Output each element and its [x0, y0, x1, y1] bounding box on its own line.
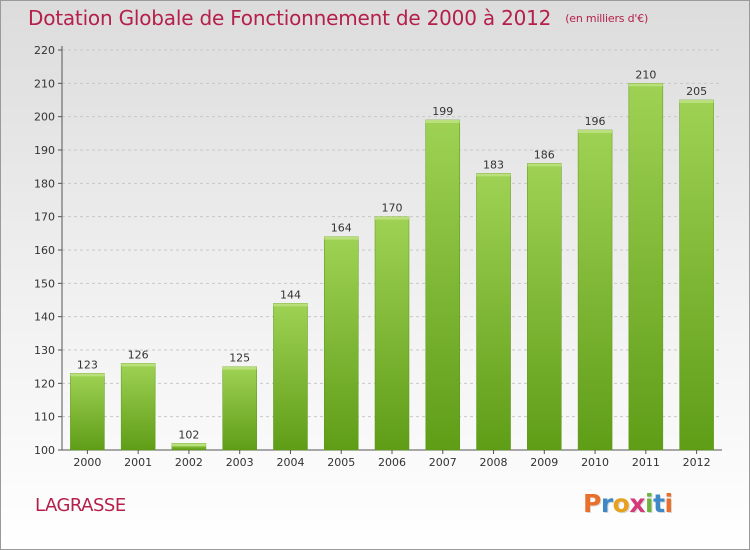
bar — [374, 216, 410, 451]
logo-letter: i — [664, 489, 674, 518]
bar — [577, 129, 613, 451]
chart-title: Dotation Globale de Fonctionnement de 20… — [28, 6, 648, 30]
y-tick-label: 100 — [34, 444, 55, 457]
bar-top-highlight — [70, 373, 105, 377]
y-tick-label: 200 — [34, 111, 55, 124]
bar-top-highlight — [476, 173, 511, 177]
bar-value-label: 126 — [128, 348, 149, 361]
y-tick-label: 130 — [34, 344, 55, 357]
bar-value-label: 144 — [280, 288, 301, 301]
x-tick-label: 2009 — [530, 456, 558, 469]
bar-value-label: 164 — [331, 222, 352, 235]
bar-top-highlight — [273, 303, 308, 307]
bar-value-label: 210 — [635, 68, 656, 81]
logo-letter: t — [653, 489, 665, 518]
bar-value-label: 186 — [534, 148, 555, 161]
logo-letter: x — [629, 489, 645, 518]
chart-title-text: Dotation Globale de Fonctionnement de 20… — [28, 6, 552, 30]
x-tick-label: 2005 — [327, 456, 355, 469]
bar-top-highlight — [628, 83, 663, 87]
bar-top-highlight — [171, 443, 206, 447]
x-tick-label: 2003 — [226, 456, 254, 469]
bar-value-label: 183 — [483, 158, 504, 171]
bar — [476, 173, 511, 451]
y-tick-label: 220 — [34, 44, 55, 57]
bar — [527, 163, 562, 451]
bar — [679, 99, 714, 451]
x-tick-label: 2000 — [73, 456, 101, 469]
bar-top-highlight — [425, 120, 460, 123]
bar — [425, 119, 461, 451]
logo-letter: P — [583, 489, 601, 518]
bar — [273, 303, 308, 451]
y-tick-label: 170 — [34, 211, 55, 224]
x-tick-label: 2007 — [429, 456, 457, 469]
x-tick-label: 2011 — [632, 456, 660, 469]
bar — [120, 363, 156, 451]
x-tick-label: 2012 — [683, 456, 711, 469]
bar-top-highlight — [222, 366, 257, 370]
bar-top-highlight — [527, 163, 562, 167]
y-tick-label: 190 — [34, 144, 55, 157]
bar — [628, 83, 664, 451]
bar — [70, 373, 105, 451]
bar-value-label: 170 — [382, 202, 403, 215]
chart-subtitle: (en milliers d'€) — [565, 12, 649, 25]
bar — [222, 366, 257, 451]
x-tick-label: 2008 — [480, 456, 508, 469]
bar-value-label: 123 — [77, 358, 98, 371]
x-tick-label: 2001 — [124, 456, 152, 469]
bar-value-label: 125 — [229, 352, 250, 365]
y-tick-label: 110 — [34, 411, 55, 424]
y-tick-label: 140 — [34, 311, 55, 324]
bar-value-label: 199 — [432, 105, 453, 118]
x-tick-label: 2010 — [581, 456, 609, 469]
bar-value-label: 102 — [178, 428, 199, 441]
bar-top-highlight — [679, 100, 714, 103]
x-tick-label: 2006 — [378, 456, 406, 469]
y-tick-label: 210 — [34, 77, 55, 90]
logo-letter: i — [645, 489, 654, 518]
place-name: LAGRASSE — [35, 495, 126, 516]
x-tick-label: 2004 — [276, 456, 304, 469]
y-tick-label: 120 — [34, 377, 55, 390]
y-tick-label: 160 — [34, 244, 55, 257]
y-tick-label: 180 — [34, 177, 55, 190]
x-tick-label: 2002 — [175, 456, 203, 469]
proxiti-logo: Proxiti — [583, 489, 673, 518]
bar — [323, 236, 359, 451]
bar-value-label: 196 — [585, 115, 606, 128]
logo-letter: o — [612, 489, 630, 518]
bar-top-highlight — [324, 236, 359, 240]
bar-top-highlight — [578, 130, 613, 133]
logo-letter: r — [600, 489, 613, 518]
bar-top-highlight — [375, 216, 409, 220]
y-tick-label: 150 — [34, 277, 55, 290]
bar-value-label: 205 — [686, 85, 707, 98]
bar-top-highlight — [121, 363, 156, 367]
